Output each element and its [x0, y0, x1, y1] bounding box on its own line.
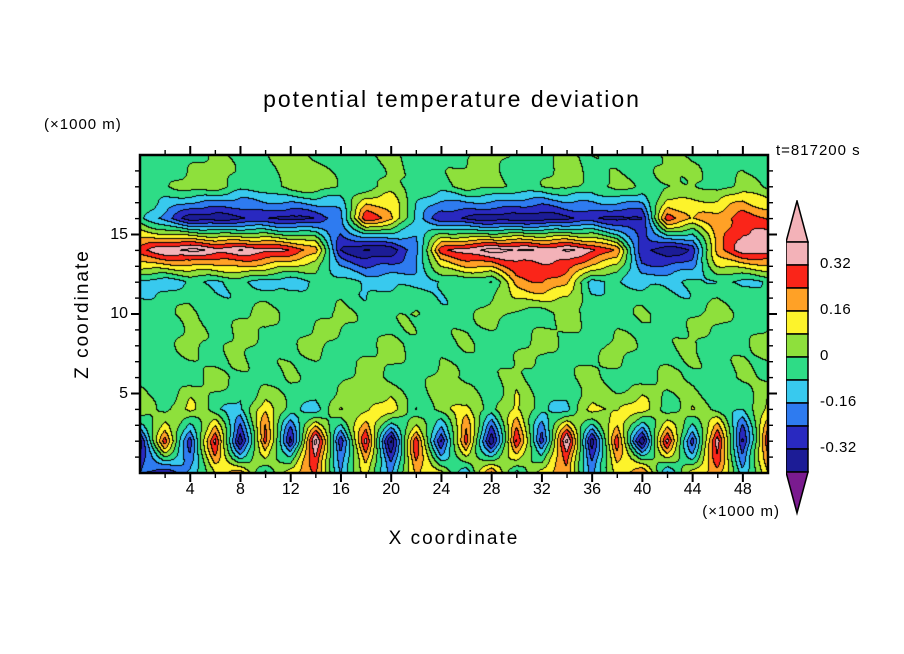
x-axis-unit-label: (×1000 m): [702, 503, 780, 520]
colorbar-segment: [786, 402, 809, 427]
time-label: t=817200 s: [776, 142, 861, 159]
colorbar-segment: [786, 264, 809, 289]
x-tick-label: 12: [281, 481, 300, 498]
colorbar-segment: [786, 287, 809, 312]
colorbar-scale: [786, 200, 809, 516]
colorbar-segment: [786, 379, 809, 404]
colorbar-label: 0.32: [820, 255, 852, 272]
colorbar-segment: [786, 356, 809, 381]
colorbar-label: 0: [820, 347, 829, 364]
x-tick-label: 28: [482, 481, 501, 498]
colorbar-label: -0.32: [820, 439, 857, 456]
x-axis-title: X coordinate: [388, 528, 520, 549]
x-tick-label: 44: [683, 481, 702, 498]
plot-area: [140, 155, 768, 473]
x-tick-label: 36: [583, 481, 602, 498]
x-tick-label: 16: [332, 481, 350, 498]
x-tick-label: 48: [733, 481, 752, 498]
chart-title: potential temperature deviation: [263, 86, 641, 112]
y-tick-label: 15: [110, 225, 128, 243]
colorbar-segment: [786, 333, 809, 358]
colorbar: 0.32 0.16 0 -0.16 -0.32: [786, 200, 896, 520]
colorbar-segment: [786, 448, 809, 473]
colorbar-segment: [786, 241, 809, 266]
colorbar-arrow-down: [786, 471, 809, 516]
x-tick-label: 8: [236, 481, 245, 498]
colorbar-segment: [786, 425, 809, 450]
y-tick-labels: 5 10 15: [94, 0, 128, 654]
colorbar-label: -0.16: [820, 393, 857, 410]
colorbar-segment: [786, 310, 809, 335]
x-tick-label: 20: [382, 481, 401, 498]
colorbar-arrow-up: [786, 200, 809, 243]
x-tick-label: 40: [633, 481, 652, 498]
x-tick-label: 4: [185, 481, 195, 498]
y-tick-label: 5: [119, 384, 128, 402]
y-axis-unit-label: (×1000 m): [44, 116, 122, 133]
x-tick-label: 24: [432, 481, 451, 498]
y-axis-title: Z coordinate: [72, 249, 93, 379]
y-tick-label: 10: [110, 305, 128, 322]
colorbar-label: 0.16: [820, 301, 852, 318]
x-tick-labels: 4 8 12 16 20 24 28 32 36 40 44 48: [0, 481, 904, 505]
contour-field: [140, 155, 768, 473]
x-tick-label: 32: [533, 481, 551, 498]
